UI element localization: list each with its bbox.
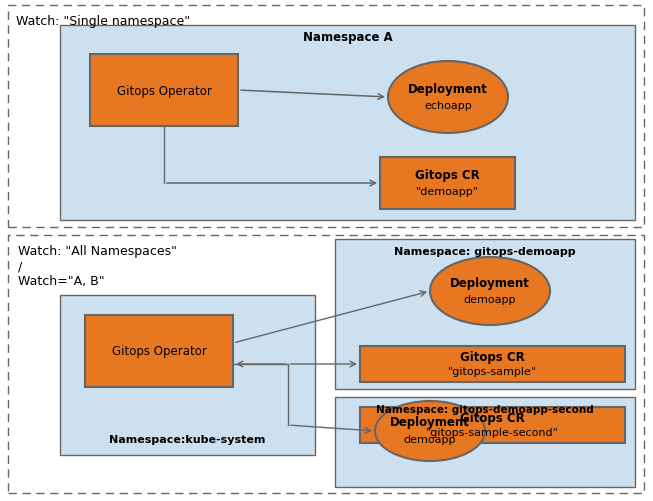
Bar: [380, 158, 515, 209]
Text: Gitops Operator: Gitops Operator: [117, 84, 212, 97]
Ellipse shape: [388, 62, 508, 134]
Bar: [360, 346, 625, 382]
Text: "gitops-sample-second": "gitops-sample-second": [426, 427, 559, 437]
Text: /: /: [18, 260, 22, 273]
Bar: [85, 315, 233, 387]
Bar: [90, 55, 238, 127]
Bar: [60, 296, 315, 455]
Text: Gitops CR: Gitops CR: [460, 412, 525, 425]
Ellipse shape: [375, 401, 485, 461]
Text: Gitops CR: Gitops CR: [460, 351, 525, 364]
Text: Gitops Operator: Gitops Operator: [112, 345, 206, 358]
Text: demoapp: demoapp: [404, 434, 456, 444]
Bar: [335, 239, 635, 389]
Text: Namespace: gitops-demoapp: Namespace: gitops-demoapp: [394, 246, 576, 257]
Text: Deployment: Deployment: [450, 276, 530, 289]
Text: Watch="A, B": Watch="A, B": [18, 275, 104, 288]
Text: echoapp: echoapp: [424, 101, 472, 111]
Ellipse shape: [430, 258, 550, 325]
Text: "gitops-sample": "gitops-sample": [448, 366, 537, 376]
Text: "demoapp": "demoapp": [416, 187, 479, 196]
Text: Namespace:kube-system: Namespace:kube-system: [109, 434, 266, 444]
Bar: [60, 26, 635, 220]
Bar: [335, 397, 635, 487]
Text: Gitops CR: Gitops CR: [415, 169, 480, 182]
Text: Namespace A: Namespace A: [302, 32, 392, 45]
Text: Watch: "All Namespaces": Watch: "All Namespaces": [18, 245, 177, 258]
Text: Watch: "Single namespace": Watch: "Single namespace": [16, 16, 190, 29]
Text: demoapp: demoapp: [464, 295, 517, 305]
Bar: [8, 6, 644, 227]
Text: Deployment: Deployment: [408, 82, 488, 95]
Bar: [8, 235, 644, 493]
Text: Namespace: gitops-demoapp-second: Namespace: gitops-demoapp-second: [376, 404, 594, 414]
Text: Deployment: Deployment: [390, 416, 470, 429]
Bar: [360, 407, 625, 443]
